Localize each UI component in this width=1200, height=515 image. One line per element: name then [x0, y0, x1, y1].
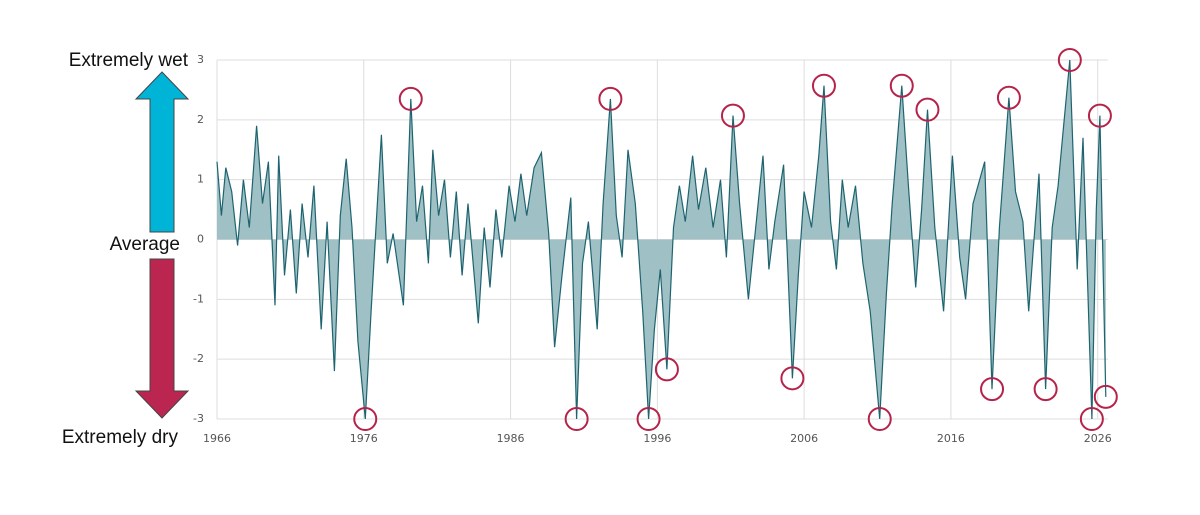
area — [217, 60, 1106, 419]
highlight-circle — [636, 407, 661, 431]
line — [216, 59, 1107, 420]
x-tick-label: 1976 — [350, 432, 378, 445]
y-tick-label: 0 — [197, 233, 204, 246]
highlight-circle — [1079, 407, 1104, 431]
x-tick-label: 1966 — [203, 432, 231, 445]
x-tick-label: 2026 — [1084, 432, 1112, 445]
x-tick-label: 1986 — [497, 432, 525, 445]
highlight-circle — [996, 85, 1021, 110]
highlight-circle — [889, 73, 914, 98]
x-tick-label: 1996 — [643, 432, 671, 445]
highlight-circle — [720, 103, 745, 128]
x-tick-label: 2016 — [937, 432, 965, 445]
highlight-circle — [980, 377, 1005, 402]
y-tick-label: -2 — [193, 352, 204, 365]
highlight-circle — [353, 407, 378, 431]
dry-label: Extremely dry — [62, 427, 179, 448]
y-tick-label: 3 — [197, 53, 204, 66]
y-tick-label: 1 — [197, 173, 204, 186]
highlight-circle — [867, 407, 892, 431]
wet-arrow — [134, 71, 190, 233]
highlight-circle — [915, 97, 940, 122]
highlight-circle — [564, 407, 589, 431]
y-tick-label: 2 — [197, 113, 204, 126]
highlight-circle — [780, 366, 805, 391]
highlight-circle — [1033, 377, 1058, 402]
highlight-circle — [811, 73, 836, 98]
highlight-circle — [398, 86, 423, 111]
dry-arrow — [134, 258, 190, 419]
wet-label: Extremely wet — [69, 50, 189, 71]
y-tick-label: -1 — [193, 292, 204, 305]
highlight-circle — [598, 86, 623, 111]
highlight-circle — [1087, 103, 1112, 128]
highlight-circle — [1093, 384, 1118, 409]
highlight-circle — [654, 357, 679, 382]
highlight-circle — [1057, 48, 1082, 72]
average-label: Average — [110, 234, 180, 255]
x-tick-label: 2006 — [790, 432, 818, 445]
y-tick-label: -3 — [193, 412, 204, 425]
